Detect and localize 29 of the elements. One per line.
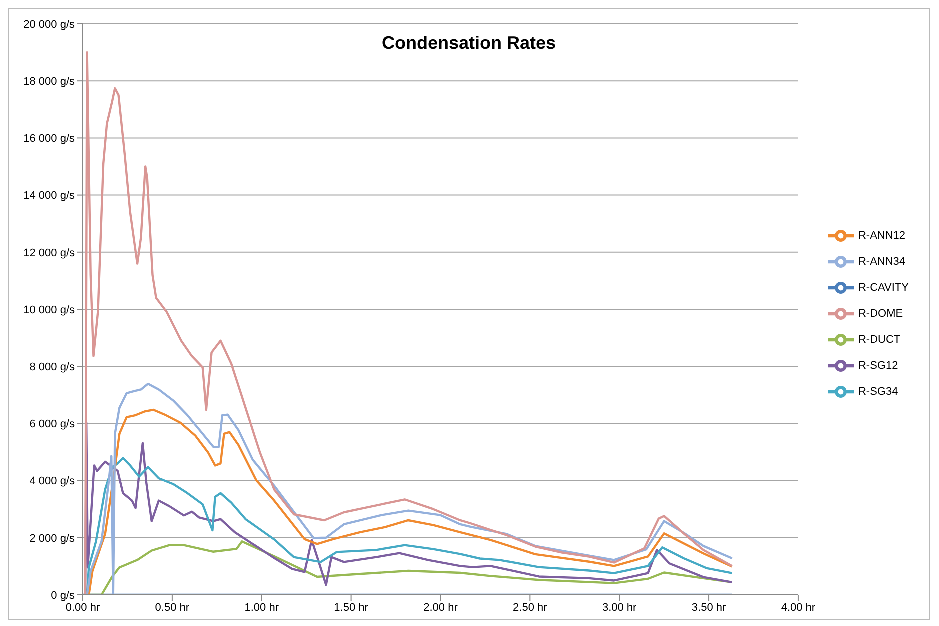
x-tick-label: 3.00 hr [602,602,638,614]
y-tick-label: 12 000 g/s [24,247,76,260]
x-tick-label: 4.00 hr [781,602,816,614]
x-tick-label: 0.50 hr [155,602,190,614]
y-tick-label: 10 000 g/s [24,304,76,316]
legend-label: R-SG34 [858,386,898,398]
x-tick-label: 3.50 hr [692,602,726,614]
legend-label: R-ANN34 [858,256,906,268]
x-tick-label: 1.50 hr [334,602,369,614]
legend-label: R-SG12 [858,360,898,372]
x-tick-label: 2.00 hr [424,602,458,614]
line-series [84,51,734,595]
legend-label: R-DOME [858,308,904,320]
y-tick-label: 0 g/s [51,590,76,602]
y-tick-label: 2 000 g/s [30,532,76,545]
y-tick-label: 14 000 g/s [24,190,76,202]
y-tick-label: 16 000 g/s [24,133,76,146]
y-tick-label: 8 000 g/s [30,362,76,374]
text: Condensation Rates [380,33,558,54]
x-tick-label: 1.00 hr [244,602,280,614]
x-tick-label: 2.50 hr [513,602,548,614]
legend-label: R-CAVITY [858,282,909,294]
y-tick-label: 4 000 g/s [30,476,76,488]
legend-label: R-DUCT [858,334,901,346]
legend-label: R-ANN12 [858,230,906,242]
y-tick-label: 6 000 g/s [30,418,76,431]
y-tick-label: 20 000 g/s [24,18,76,31]
x-tick-label: 0.00 hr [66,602,100,614]
y-tick-label: 18 000 g/s [24,76,76,88]
